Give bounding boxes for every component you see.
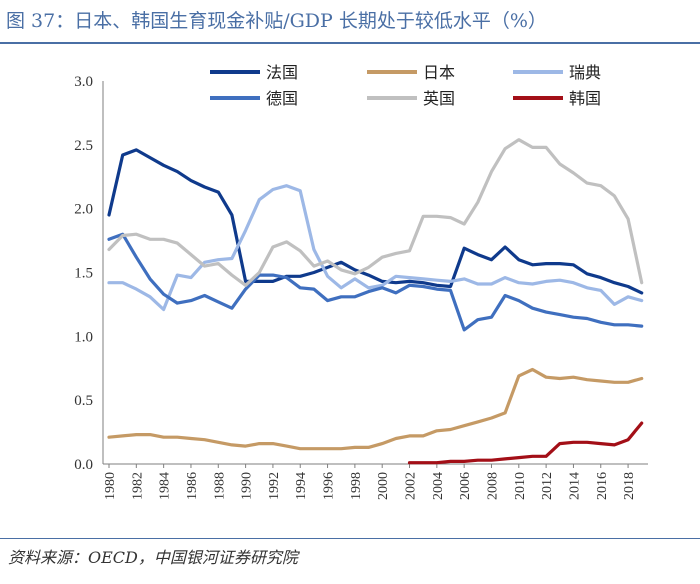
- y-tick-label: 0.0: [74, 457, 93, 473]
- x-tick-label: 1990: [240, 472, 255, 500]
- series-line-德国: [107, 232, 644, 332]
- y-tick-label: 3.0: [74, 74, 93, 90]
- x-tick-label: 1986: [185, 472, 200, 500]
- series-line-法国: [107, 148, 644, 295]
- series-line-日本: [107, 367, 644, 451]
- x-tick-label: 2012: [540, 472, 555, 500]
- legend-label: 日本: [423, 64, 455, 82]
- series-lines: [107, 138, 644, 465]
- x-tick-label: 1992: [267, 472, 282, 500]
- series-line-瑞典: [107, 184, 644, 312]
- source-divider: [0, 538, 700, 539]
- x-tick-label: 2008: [485, 472, 500, 500]
- legend-label: 韩国: [569, 90, 601, 108]
- y-tick-label: 1.0: [74, 329, 93, 345]
- chart-axes: [102, 81, 648, 465]
- x-tick-label: 1980: [103, 472, 118, 500]
- x-tick-label: 1982: [130, 472, 145, 500]
- x-tick-label: 2006: [458, 472, 473, 500]
- y-tick-label: 2.0: [74, 202, 93, 218]
- series-line-韩国: [407, 421, 644, 465]
- x-tick-label: 2016: [595, 472, 610, 500]
- y-tick-label: 1.5: [74, 266, 93, 282]
- x-tick-label: 2002: [404, 472, 419, 500]
- legend-label: 法国: [266, 64, 298, 82]
- x-tick-label: 2018: [622, 472, 637, 500]
- x-tick-label: 1988: [212, 472, 227, 500]
- figure-title: 图 37：日本、韩国生育现金补贴/GDP 长期处于较低水平（%）: [6, 10, 547, 32]
- series-line-英国: [107, 138, 644, 287]
- legend-label: 瑞典: [569, 64, 601, 82]
- y-tick-label: 0.5: [74, 393, 93, 409]
- x-tick-label: 2000: [376, 472, 391, 500]
- x-tick-label: 1996: [322, 472, 337, 500]
- title-divider: [0, 42, 700, 44]
- x-tick-label: 1994: [294, 472, 309, 500]
- y-axis-ticks: 0.0 0.5 1.0 1.5 2.0 2.5 3.0: [74, 74, 93, 473]
- x-tick-label: 2004: [431, 472, 446, 500]
- x-tick-label: 2014: [567, 472, 582, 500]
- x-axis-ticks: 1980 1982 1984 1986 1988 1990 1992 1994 1996 1998…: [103, 464, 637, 500]
- y-tick-label: 2.5: [74, 138, 93, 154]
- x-tick-label: 1998: [349, 472, 364, 500]
- source-note: 资料来源：OECD，中国银河证券研究院: [8, 548, 298, 567]
- x-tick-label: 2010: [513, 472, 528, 500]
- legend-label: 英国: [423, 90, 455, 108]
- x-tick-label: 1984: [158, 472, 173, 500]
- legend-label: 德国: [266, 90, 298, 108]
